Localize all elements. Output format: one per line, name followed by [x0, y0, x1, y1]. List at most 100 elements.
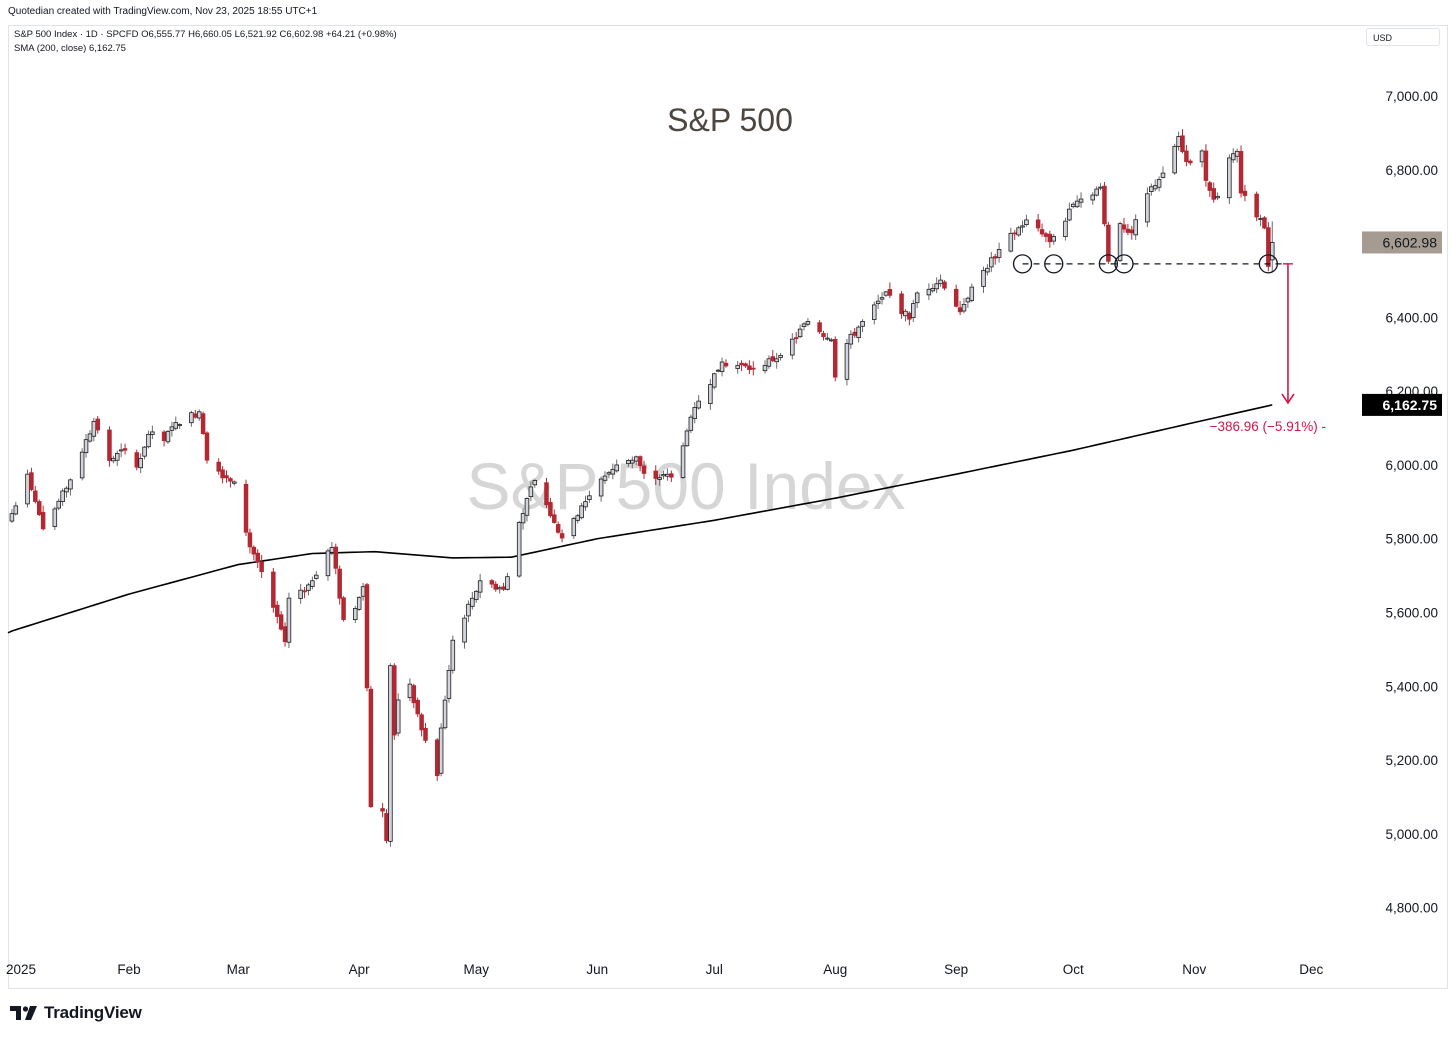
candle	[747, 360, 752, 375]
candle-body	[712, 373, 717, 388]
candle	[715, 368, 721, 373]
candle	[751, 361, 756, 376]
candle	[477, 573, 483, 599]
candle-body	[33, 490, 38, 502]
candle-body	[903, 310, 908, 317]
x-tick-label: Nov	[1182, 962, 1206, 977]
tradingview-logo[interactable]: TradingView	[10, 1003, 142, 1023]
candle-body	[204, 432, 210, 461]
candle	[1020, 220, 1025, 233]
candle-body	[470, 597, 475, 607]
candle	[407, 678, 413, 702]
candle-body	[1035, 219, 1041, 229]
candle-body	[856, 326, 861, 338]
candle	[793, 332, 799, 344]
candle	[216, 458, 221, 475]
candle-body	[1145, 193, 1150, 223]
candle	[762, 360, 768, 374]
candle-body	[337, 568, 342, 599]
candle-body	[52, 508, 58, 527]
candle	[1133, 214, 1138, 240]
candle-body	[310, 580, 315, 587]
candle	[79, 448, 85, 481]
candle	[957, 301, 963, 316]
candle	[1047, 230, 1053, 248]
candle	[415, 697, 420, 718]
candle-body	[56, 500, 61, 509]
candle-body	[688, 416, 694, 431]
candle	[255, 549, 260, 569]
candle	[883, 290, 889, 297]
candle	[637, 455, 643, 472]
candle-body	[1067, 208, 1072, 221]
candle-body	[848, 333, 854, 345]
candle	[774, 352, 779, 369]
candle-body	[1266, 227, 1271, 267]
candle-body	[79, 451, 85, 479]
candle-body	[938, 279, 943, 285]
x-tick-label: 2025	[6, 962, 36, 977]
candle	[555, 521, 561, 534]
candle-body	[989, 257, 994, 268]
candle-body	[1024, 219, 1029, 225]
candle	[571, 516, 577, 539]
candle	[587, 490, 592, 503]
series-legend[interactable]: S&P 500 Index · 1D · SPCFD O6,555.77 H6,…	[14, 29, 397, 40]
candle	[489, 579, 495, 588]
candle-body	[107, 429, 112, 461]
candle	[204, 431, 210, 464]
candle	[1160, 166, 1166, 179]
candle	[505, 572, 510, 591]
y-tick-label: 5,600.00	[1385, 606, 1438, 621]
candle-body	[247, 532, 253, 548]
candle-body	[68, 479, 73, 490]
candle	[1262, 216, 1267, 230]
candle-body	[368, 688, 374, 808]
candle	[903, 308, 908, 322]
candle-body	[614, 464, 619, 472]
candle	[220, 466, 225, 484]
candle	[1035, 214, 1041, 232]
candle-body	[111, 457, 116, 462]
candle-body	[150, 431, 155, 435]
candle-body	[926, 288, 932, 296]
candle-body	[161, 431, 167, 441]
candle	[196, 409, 202, 421]
candle	[333, 543, 339, 575]
candle-body	[680, 445, 686, 478]
sma-legend[interactable]: SMA (200, close) 6,162.75	[14, 43, 126, 54]
candle	[887, 282, 893, 299]
candle	[544, 477, 549, 509]
currency-selector[interactable]: USD	[1366, 28, 1440, 46]
candle-body	[965, 297, 971, 303]
candle-body	[216, 461, 221, 472]
candle-body	[1207, 182, 1213, 191]
candle	[552, 509, 557, 524]
candle-body	[118, 449, 124, 452]
brand-name: TradingView	[44, 1003, 142, 1022]
candle-body	[985, 267, 990, 273]
candle-body	[1242, 190, 1248, 196]
candle	[146, 430, 151, 449]
candle-body	[914, 292, 920, 304]
candle-body	[450, 639, 456, 671]
candle-body	[1149, 186, 1154, 192]
candle	[875, 294, 881, 309]
candle	[641, 460, 647, 480]
candle	[712, 372, 717, 390]
candle	[200, 411, 206, 435]
candle	[520, 508, 526, 530]
candle	[579, 502, 584, 520]
y-tick-label: 6,400.00	[1385, 310, 1438, 325]
candle-body	[25, 473, 30, 505]
candle-body	[996, 249, 1002, 258]
candle-body	[723, 362, 729, 367]
candle	[1199, 149, 1205, 168]
candle	[657, 474, 662, 486]
candle	[1156, 176, 1162, 192]
candle	[497, 585, 502, 594]
support-touch-marker	[1258, 254, 1279, 274]
candle-body	[1215, 195, 1220, 199]
candle-body	[735, 365, 740, 369]
